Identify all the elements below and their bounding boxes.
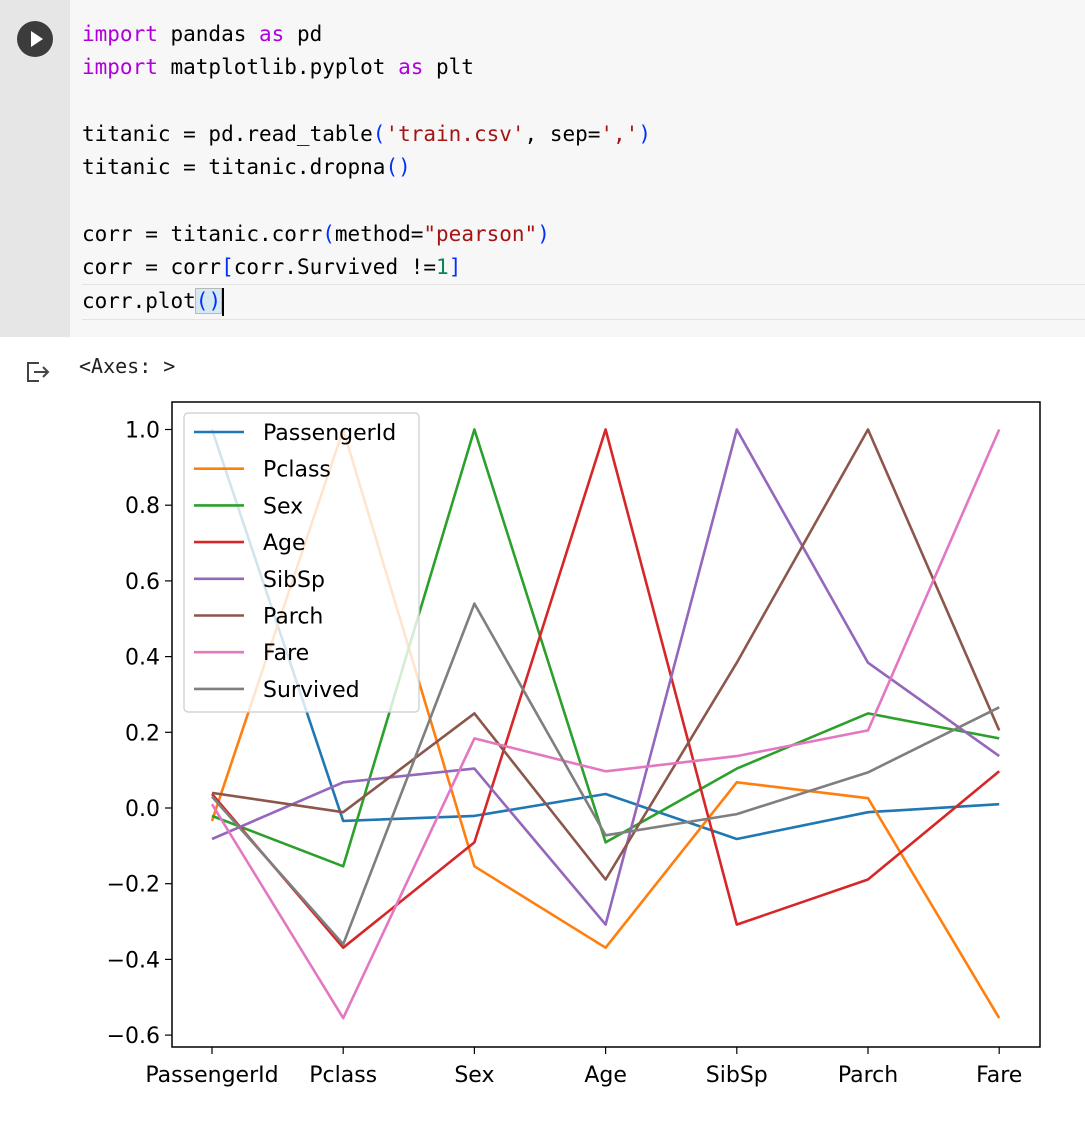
code-token: "pearson" bbox=[423, 221, 538, 246]
code-token: method= bbox=[334, 221, 424, 246]
series-line-age bbox=[211, 428, 1001, 950]
code-token: ',' bbox=[600, 121, 639, 146]
y-tick-label: −0.6 bbox=[107, 1024, 160, 1049]
x-tick-label: Parch bbox=[838, 1063, 898, 1088]
legend-label: Fare bbox=[263, 641, 309, 666]
code-token: titanic = pd.read_table bbox=[82, 121, 373, 146]
code-token: import bbox=[82, 22, 158, 46]
y-tick-label: 0.6 bbox=[125, 570, 160, 595]
code-token: 1 bbox=[436, 255, 449, 280]
code-token: titanic = titanic.dropna bbox=[82, 155, 386, 180]
play-icon bbox=[31, 31, 43, 47]
y-tick-label: 0.0 bbox=[125, 797, 160, 822]
x-tick-label: SibSp bbox=[706, 1063, 768, 1088]
series-line-parch bbox=[211, 428, 1001, 881]
legend-label: Sex bbox=[263, 494, 303, 519]
series-line-fare bbox=[210, 428, 1001, 1020]
code-token: as bbox=[398, 55, 424, 80]
series-line-sex bbox=[211, 428, 1000, 868]
legend-label: Survived bbox=[263, 678, 360, 703]
code-token: matplotlib.pyplot bbox=[157, 55, 399, 80]
code-token: corr = corr bbox=[82, 255, 222, 280]
y-tick-label: −0.2 bbox=[107, 873, 160, 898]
series-line-passengerid bbox=[210, 429, 1000, 841]
code-token: ( bbox=[372, 121, 386, 146]
y-tick-label: −0.4 bbox=[107, 948, 160, 973]
run-cell-button[interactable] bbox=[17, 21, 53, 57]
output-area bbox=[0, 337, 1085, 1121]
code-token: pd bbox=[284, 22, 323, 46]
text-caret bbox=[222, 288, 225, 317]
y-tick-label: 0.2 bbox=[125, 721, 160, 746]
code-line-2[interactable]: import matplotlib.pyplot as plt bbox=[82, 51, 1082, 84]
code-line-1[interactable]: import pandas as pd bbox=[82, 18, 1082, 51]
x-tick-label: Pclass bbox=[309, 1063, 377, 1088]
y-tick-label: 0.8 bbox=[125, 494, 160, 519]
legend-label: PassengerId bbox=[263, 421, 396, 446]
x-tick-label: Age bbox=[584, 1063, 627, 1088]
code-cell[interactable]: import pandas as pd import matplotlib.pyp… bbox=[0, 0, 1085, 337]
legend-label: Pclass bbox=[263, 458, 331, 483]
code-line-4[interactable]: titanic = pd.read_table('train.csv', sep… bbox=[82, 118, 1082, 151]
code-token: ( bbox=[322, 221, 335, 246]
legend-label: Parch bbox=[263, 605, 323, 630]
code-token: , sep= bbox=[524, 121, 601, 146]
code-token: plt bbox=[423, 55, 474, 80]
x-tick-label: Fare bbox=[976, 1063, 1022, 1088]
output-repr-text: <Axes: > bbox=[79, 354, 176, 378]
code-line-5[interactable]: titanic = titanic.dropna() bbox=[82, 151, 1082, 184]
x-tick-label: PassengerId bbox=[145, 1063, 278, 1088]
code-token: [ bbox=[221, 255, 234, 280]
code-token: corr.plot bbox=[82, 289, 196, 314]
code-token: corr.Survived != bbox=[233, 255, 437, 280]
code-token: ) bbox=[638, 121, 651, 146]
code-line-9[interactable]: corr.plot() bbox=[82, 284, 1085, 320]
code-editor[interactable]: import pandas as pd import matplotlib.pyp… bbox=[82, 18, 1085, 320]
legend bbox=[183, 412, 420, 713]
y-tick-label: 0.4 bbox=[125, 646, 160, 671]
series-line-survived bbox=[211, 602, 1000, 946]
code-token: () bbox=[385, 155, 411, 180]
legend-label: SibSp bbox=[263, 568, 325, 593]
code-token: ) bbox=[537, 221, 550, 246]
code-line-7[interactable]: corr = titanic.corr(method="pearson") bbox=[82, 218, 1082, 251]
code-token: import bbox=[82, 55, 158, 80]
code-token: () bbox=[194, 288, 223, 315]
legend-label: Age bbox=[263, 531, 306, 556]
code-token: corr = titanic.corr bbox=[82, 221, 323, 246]
series-line-sibsp bbox=[211, 428, 1000, 926]
code-token: pandas bbox=[157, 22, 260, 46]
code-token: ] bbox=[448, 255, 462, 280]
code-token: 'train.csv' bbox=[385, 121, 525, 146]
y-tick-label: 1.0 bbox=[125, 419, 160, 444]
output-redirect-icon[interactable] bbox=[24, 358, 52, 386]
code-token: as bbox=[259, 22, 285, 46]
x-tick-label: Sex bbox=[454, 1063, 494, 1088]
code-line-8[interactable]: corr = corr[corr.Survived !=1] bbox=[82, 251, 1082, 284]
